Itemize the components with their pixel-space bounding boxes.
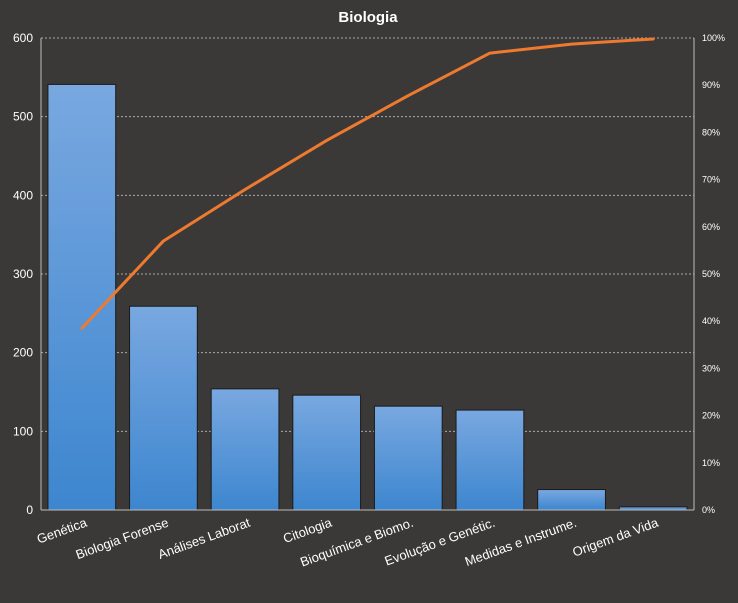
bars — [47, 83, 688, 511]
y-tick-label: 200 — [13, 346, 33, 360]
cumulative-line — [80, 37, 655, 330]
y2-tick-label: 50% — [702, 269, 720, 279]
y2-tick-label: 10% — [702, 458, 720, 468]
cumulative-percent-line — [80, 37, 655, 330]
category-label: Análises Laborat — [156, 515, 252, 562]
y-tick-label: 300 — [13, 267, 33, 281]
chart-title: Biologia — [338, 9, 398, 26]
right-axis-ticks: 0% 10% 20% 30% 40% 50% 60% 70% 80% 90% 100% — [702, 33, 725, 515]
category-label: Genética — [35, 514, 90, 546]
category-label: Citologia — [281, 514, 334, 546]
bar — [47, 83, 117, 511]
y-tick-label: 500 — [13, 110, 33, 124]
y2-tick-label: 80% — [702, 127, 720, 137]
category-label: Origem da Vida — [570, 514, 661, 559]
axes — [40, 38, 695, 511]
y2-tick-label: 70% — [702, 175, 720, 185]
y-tick-label: 100 — [13, 424, 33, 438]
y-tick-label: 600 — [13, 31, 33, 45]
y2-tick-label: 90% — [702, 80, 720, 90]
category-label: Biologia Forense — [74, 515, 171, 562]
bar — [455, 409, 525, 511]
y2-tick-label: 40% — [702, 316, 720, 326]
left-axis-ticks: 0 100 200 300 400 500 600 — [13, 31, 33, 517]
bar — [292, 394, 362, 511]
bar — [210, 388, 280, 511]
y2-tick-label: 0% — [702, 505, 715, 515]
y-tick-label: 400 — [13, 188, 33, 202]
y2-tick-label: 30% — [702, 363, 720, 373]
y2-tick-label: 100% — [702, 33, 725, 43]
bar — [373, 405, 443, 511]
y-tick-label: 0 — [26, 503, 33, 517]
y2-tick-label: 20% — [702, 411, 720, 421]
y2-tick-label: 60% — [702, 222, 720, 232]
bar — [129, 305, 198, 511]
bar — [537, 489, 606, 511]
